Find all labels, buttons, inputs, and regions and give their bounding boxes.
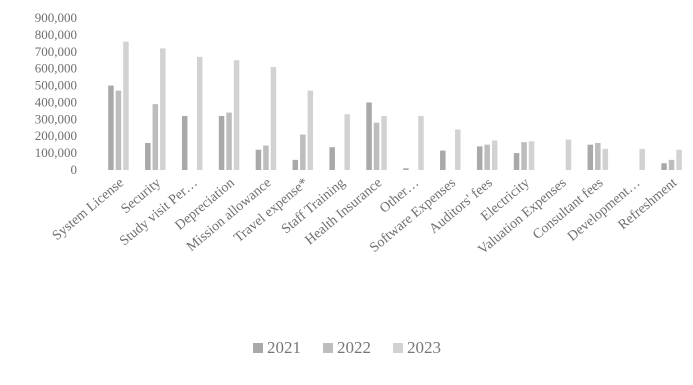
y-tick-label: 800,000 xyxy=(35,27,77,42)
bar-2023 xyxy=(270,66,277,170)
bars xyxy=(108,41,682,171)
bar-2021 xyxy=(255,149,262,170)
bar-2023 xyxy=(676,149,682,170)
bar-2021 xyxy=(292,159,299,170)
bar-2022 xyxy=(115,90,122,170)
bar-2023 xyxy=(565,139,572,170)
y-tick-label: 100,000 xyxy=(35,145,77,160)
bar-2023 xyxy=(639,148,645,170)
bar-2021 xyxy=(661,163,667,170)
bar-2023 xyxy=(196,56,203,170)
bar-2021 xyxy=(145,142,151,170)
bar-2021 xyxy=(440,150,446,170)
bar-2021 xyxy=(403,168,409,170)
bar-2023 xyxy=(528,141,535,170)
bar-2023 xyxy=(381,115,387,170)
bar-2022 xyxy=(263,145,269,170)
bar-2022 xyxy=(595,142,601,170)
bar-2023 xyxy=(418,115,424,170)
legend-swatch xyxy=(323,343,333,353)
bar-2021 xyxy=(366,102,372,170)
bar-2022 xyxy=(152,104,159,170)
bar-2021 xyxy=(108,85,114,170)
y-tick-label: 500,000 xyxy=(35,78,77,93)
legend-label: 2023 xyxy=(407,338,441,357)
y-tick-label: 700,000 xyxy=(35,44,77,59)
bar-2022 xyxy=(300,134,306,170)
y-axis-ticks: 900,000 800,000 700,000 600,000 500,000400,0… xyxy=(35,10,77,177)
legend-swatch xyxy=(393,343,403,353)
bar-2023 xyxy=(123,41,129,171)
bar-2023 xyxy=(602,148,609,170)
bar-2023 xyxy=(160,48,166,170)
y-tick-label: 600,000 xyxy=(35,61,77,76)
bar-2023 xyxy=(491,140,498,170)
legend: 2021 2022 2023 xyxy=(253,338,441,357)
y-tick-label: 900,000 xyxy=(35,10,77,25)
bar-2022 xyxy=(668,159,675,170)
bar-2021 xyxy=(513,153,520,170)
legend-label: 2021 xyxy=(267,338,301,357)
bar-2021 xyxy=(218,115,225,170)
x-tick-label: System License xyxy=(50,176,127,244)
bar-2023 xyxy=(233,60,240,170)
bar-2022 xyxy=(521,142,527,170)
bar-2021 xyxy=(587,144,594,170)
bar-2021 xyxy=(329,147,335,170)
y-tick-label: 0 xyxy=(71,162,78,177)
bar-2022 xyxy=(484,144,490,170)
bar-2023 xyxy=(455,129,461,170)
legend-swatch xyxy=(253,343,263,353)
bar-2021 xyxy=(476,146,483,170)
y-tick-label: 200,000 xyxy=(35,128,77,143)
y-tick-label: 400,000 xyxy=(35,94,77,109)
bar-2023 xyxy=(344,114,350,170)
y-tick-label: 300,000 xyxy=(35,111,77,126)
bar-2023 xyxy=(307,90,314,170)
legend-label: 2022 xyxy=(337,338,371,357)
bar-2021 xyxy=(181,115,188,170)
bar-2022 xyxy=(373,122,380,170)
bar-2022 xyxy=(226,112,232,170)
